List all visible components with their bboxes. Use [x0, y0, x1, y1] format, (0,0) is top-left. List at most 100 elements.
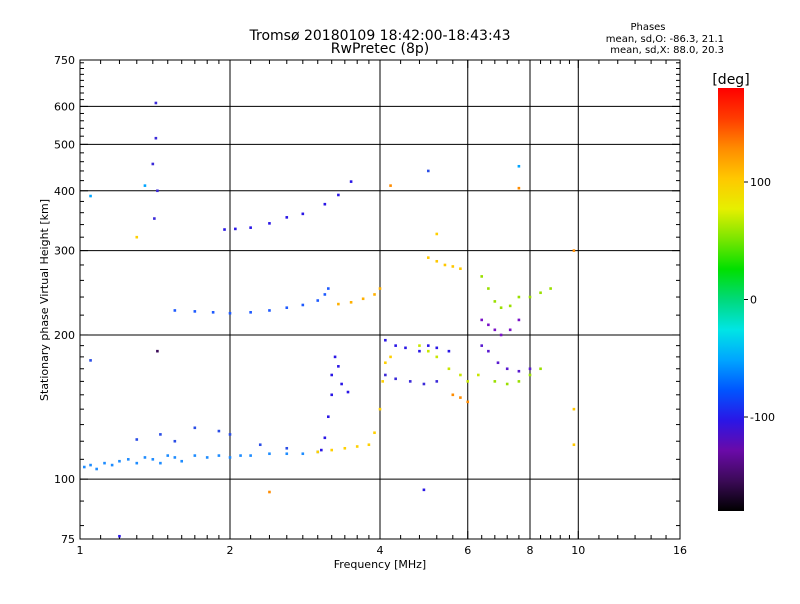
- data-point: [487, 287, 490, 290]
- axis-ticks: 1 2 4 6 8 10 16 75 100 200 300 400 500 600 750: [54, 54, 687, 557]
- data-point: [466, 380, 470, 383]
- data-point: [517, 295, 521, 299]
- data-point: [499, 306, 503, 310]
- data-point: [435, 232, 439, 236]
- data-point: [394, 344, 397, 347]
- data-point: [249, 311, 252, 314]
- x-axis-label: Frequency [MHz]: [334, 558, 426, 571]
- y-tick-label: 500: [54, 138, 75, 151]
- data-point: [517, 380, 521, 383]
- data-point: [193, 454, 197, 457]
- data-point: [223, 228, 226, 231]
- data-point: [572, 443, 576, 447]
- data-point: [173, 309, 177, 312]
- data-point: [422, 488, 426, 492]
- data-point: [426, 256, 430, 259]
- data-point: [268, 309, 271, 312]
- data-point: [349, 180, 353, 183]
- colorbar: [718, 88, 744, 511]
- colorbar-tick-label: 100: [750, 176, 771, 189]
- data-point: [384, 338, 387, 342]
- data-point: [103, 461, 106, 465]
- data-point: [323, 202, 327, 206]
- data-point: [459, 267, 462, 271]
- data-point: [173, 439, 177, 443]
- data-point: [173, 456, 177, 459]
- plot-frame: [79, 59, 681, 540]
- data-point: [349, 300, 353, 304]
- data-point: [373, 431, 376, 435]
- data-point: [572, 407, 576, 411]
- data-point: [159, 461, 162, 465]
- data-point: [337, 193, 340, 197]
- x-tick-label: 10: [571, 544, 585, 557]
- data-point: [435, 355, 439, 359]
- data-point: [285, 452, 289, 456]
- data-point: [217, 429, 221, 433]
- data-point: [496, 361, 500, 365]
- data-points: [82, 101, 576, 538]
- data-point: [418, 349, 421, 353]
- data-point: [487, 323, 490, 327]
- chart-subtitle: RwPretec (8p): [331, 41, 429, 57]
- data-point: [426, 344, 430, 347]
- data-point: [404, 346, 407, 350]
- data-point: [528, 373, 532, 377]
- data-point: [408, 380, 412, 383]
- data-point: [249, 454, 252, 457]
- annotation-line-1: mean, sd,O: -86.3, 21.1: [606, 34, 724, 45]
- data-point: [110, 463, 114, 467]
- data-point: [89, 359, 92, 362]
- data-point: [330, 373, 334, 377]
- data-point: [153, 217, 156, 220]
- x-tick-label: 4: [377, 544, 384, 557]
- y-axis-label: Stationary phase Virtual Height [km]: [38, 199, 51, 401]
- y-tick-label: 300: [54, 245, 75, 258]
- data-point: [422, 382, 426, 386]
- data-point: [327, 287, 330, 290]
- data-point: [346, 390, 350, 394]
- data-point: [143, 456, 147, 459]
- data-point: [193, 310, 197, 313]
- data-point: [239, 454, 242, 457]
- data-point: [480, 275, 484, 278]
- data-point: [323, 436, 327, 440]
- data-point: [528, 367, 532, 371]
- data-point: [435, 346, 439, 350]
- colorbar-label: [deg]: [712, 72, 749, 88]
- data-point: [378, 407, 382, 411]
- x-tick-label: 2: [227, 544, 234, 557]
- data-point: [82, 465, 86, 469]
- grid-lines: [80, 60, 680, 539]
- data-point: [154, 136, 158, 140]
- data-point: [159, 433, 162, 436]
- data-point: [135, 235, 139, 239]
- data-point: [285, 446, 289, 450]
- data-point: [435, 259, 439, 263]
- data-point: [517, 164, 521, 168]
- data-point: [443, 263, 447, 267]
- data-point: [228, 311, 232, 315]
- data-point: [572, 249, 576, 252]
- x-tick-label: 1: [77, 544, 84, 557]
- data-point: [301, 212, 305, 216]
- data-point: [135, 461, 139, 465]
- data-point: [333, 355, 337, 359]
- y-tick-label: 600: [54, 100, 75, 113]
- data-point: [118, 534, 121, 538]
- data-point: [320, 448, 323, 452]
- data-point: [367, 443, 371, 447]
- data-point: [505, 382, 509, 386]
- data-point: [373, 293, 376, 296]
- data-point: [389, 184, 392, 187]
- chart-title: Tromsø 20180109 18:42:00-18:43:43: [249, 28, 511, 44]
- data-point: [466, 400, 470, 404]
- data-point: [337, 302, 340, 306]
- data-point: [301, 303, 305, 307]
- data-point: [89, 194, 92, 198]
- colorbar-tick-label: 0: [750, 294, 757, 307]
- data-point: [480, 344, 484, 347]
- data-point: [89, 463, 92, 467]
- data-point: [517, 318, 521, 322]
